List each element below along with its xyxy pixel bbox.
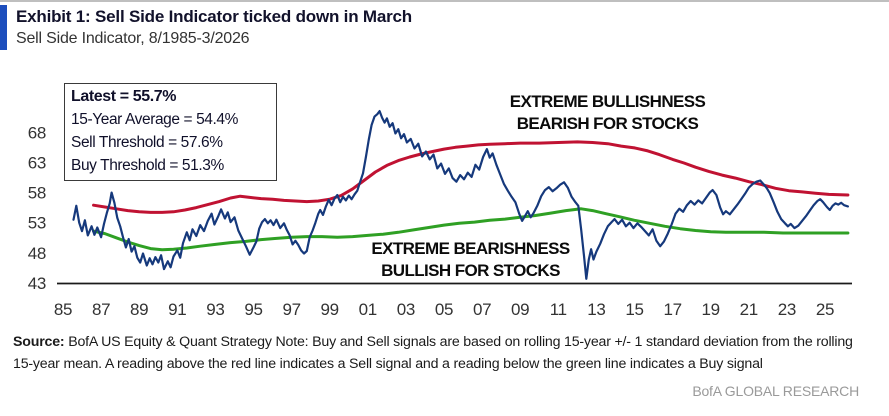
x-tick-label: 03 <box>397 300 415 319</box>
stat-latest: Latest = 55.7% <box>71 88 177 105</box>
annotation-line: BULLISH FOR STOCKS <box>381 260 560 280</box>
x-tick-label: 17 <box>663 300 681 319</box>
x-tick-label: 95 <box>244 300 262 319</box>
y-tick-label: 63 <box>28 153 46 172</box>
x-tick-label: 01 <box>359 300 377 319</box>
series-line-sell-side-indicator <box>72 109 850 280</box>
y-tick-label: 68 <box>28 123 46 142</box>
source-text-line1: BofA US Equity & Quant Strategy Note: Bu… <box>68 334 853 350</box>
y-tick-label: 43 <box>28 274 46 293</box>
x-tick-label: 23 <box>778 300 796 319</box>
x-tick-label: 19 <box>702 300 720 319</box>
bofa-global-research-label: BofA GLOBAL RESEARCH <box>692 383 859 399</box>
x-tick-label: 99 <box>321 300 339 319</box>
series-line-buy-threshold <box>92 207 850 252</box>
exhibit-subtitle: Sell Side Indicator, 8/1985-3/2026 <box>16 30 250 47</box>
source-text-line2: 15-year mean. A reading above the red li… <box>13 355 763 372</box>
annotation-line: EXTREME BULLISHNESS <box>509 92 706 111</box>
x-tick-label: 07 <box>473 300 491 319</box>
y-tick-label: 53 <box>28 214 46 233</box>
x-tick-label: 05 <box>435 300 453 319</box>
source-note: Source: BofA US Equity & Quant Strategy … <box>13 332 873 375</box>
annotation-line: BEARISH FOR STOCKS <box>516 113 699 133</box>
x-tick-label: 91 <box>168 300 186 319</box>
series-line-sell-threshold <box>92 140 850 214</box>
y-tick-label: 48 <box>28 244 46 263</box>
stat-15yr-average: 15-Year Average = 54.4% <box>71 111 239 128</box>
x-tick-label: 11 <box>550 300 567 319</box>
x-tick-label: 13 <box>587 300 605 319</box>
x-tick-label: 97 <box>282 300 300 319</box>
stat-sell-threshold: Sell Threshold = 57.6% <box>71 134 223 151</box>
y-tick-label: 58 <box>28 184 46 203</box>
x-tick-label: 85 <box>54 300 72 319</box>
x-tick-label: 93 <box>206 300 224 319</box>
extreme-bullishness-annotation: EXTREME BULLISHNESS BEARISH FOR STOCKS <box>455 91 760 134</box>
extreme-bearishness-annotation: EXTREME BEARISHNESS BULLISH FOR STOCKS <box>318 238 623 281</box>
brand-accent-bar <box>0 5 7 50</box>
x-tick-label: 89 <box>130 300 148 319</box>
source-label: Source: <box>13 334 65 350</box>
stats-legend-box: Latest = 55.7% 15-Year Average = 54.4% S… <box>64 83 277 181</box>
x-tick-label: 21 <box>740 300 758 319</box>
x-tick-label: 15 <box>625 300 643 319</box>
exhibit-title: Exhibit 1: Sell Side Indicator ticked do… <box>16 7 412 26</box>
x-tick-label: 87 <box>92 300 110 319</box>
annotation-line: EXTREME BEARISHNESS <box>371 239 570 258</box>
x-tick-label: 09 <box>511 300 529 319</box>
x-tick-label: 25 <box>816 300 834 319</box>
stat-buy-threshold: Buy Threshold = 51.3% <box>71 157 224 174</box>
